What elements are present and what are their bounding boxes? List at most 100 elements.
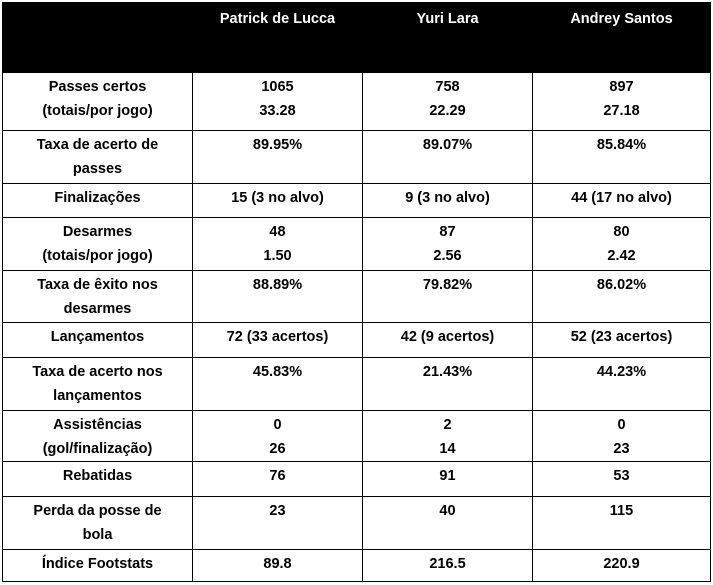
value-line: 72 (33 acertos) [226,329,329,345]
stat-label: Rebatidas [2,461,193,497]
player-name: Andrey Santos [532,2,711,73]
value-line: 1.50 [263,248,292,264]
stat-label: Taxa de acerto de passes [2,130,193,184]
stat-value: 52 (23 acertos) [532,322,711,358]
stat-value: 21.43% [362,357,533,411]
stat-row: Assistências (gol/finalização) 0 26 2 14 0 23 [2,410,711,462]
stat-label: Perda da posse de bola [2,496,193,550]
player-name: Yuri Lara [362,2,533,73]
value-line: 2.42 [607,248,636,264]
value-line: 44 (17 no alvo) [571,190,672,206]
label-line: Perda da posse de [33,503,162,519]
stat-label: Assistências (gol/finalização) [2,410,193,462]
label-line: Passes certos [48,79,147,95]
value-line: 216.5 [429,556,466,572]
label-line: Desarmes [62,224,133,240]
stat-value: 0 26 [192,410,363,462]
stat-value: 87 2.56 [362,217,533,271]
stat-value: 76 [192,461,363,497]
value-line: 2.56 [433,248,462,264]
stat-row: Desarmes (totais/por jogo) 48 1.50 87 2.56 80 2… [2,217,711,271]
label-line: (totais/por jogo) [42,103,153,119]
value-line: 89.95% [252,137,303,153]
label-line: Taxa de acerto nos [32,364,163,380]
label-line: Taxa de acerto de [36,137,159,153]
stat-value: 2 14 [362,410,533,462]
value-line: 89.07% [422,137,473,153]
label-line: Taxa de êxito nos [37,277,158,293]
value-line: 21.43% [422,364,473,380]
label-line: Lançamentos [50,329,145,345]
stat-value: 89.95% [192,130,363,184]
value-line: 897 [609,79,634,95]
label-line: (gol/finalização) [42,441,153,457]
stat-value: 86.02% [532,270,711,323]
stat-value: 89.07% [362,130,533,184]
stat-value: 72 (33 acertos) [192,322,363,358]
stat-value: 89.8 [192,549,363,582]
stat-row: Rebatidas 76 91 53 [2,461,711,497]
value-line: 80 [613,224,630,240]
value-line: 26 [269,441,286,457]
stat-value: 45.83% [192,357,363,411]
stat-label: Índice Footstats [2,549,193,582]
stat-value: 23 [192,496,363,550]
value-line: 9 (3 no alvo) [405,190,490,206]
value-line: 33.28 [259,103,296,119]
stat-row: Índice Footstats 89.8 216.5 220.9 [2,549,711,582]
value-line: 14 [439,441,456,457]
value-line: 76 [269,468,286,484]
value-line: 2 [443,417,452,433]
stat-value: 44 (17 no alvo) [532,183,711,218]
stat-row: Passes certos (totais/por jogo) 1065 33.28 7… [2,72,711,131]
value-line: 45.83% [252,364,303,380]
stat-value: 80 2.42 [532,217,711,271]
value-line: 22.29 [429,103,466,119]
stat-value: 897 27.18 [532,72,711,131]
stat-value: 115 [532,496,711,550]
value-line: 88.89% [252,277,303,293]
stat-value: 48 1.50 [192,217,363,271]
stat-row: Perda da posse de bola 23 40 115 [2,496,711,550]
stat-value: 1065 33.28 [192,72,363,131]
stat-row: Taxa de êxito nos desarmes 88.89% 79.82% 86.… [2,270,711,323]
stat-value: 88.89% [192,270,363,323]
value-line: 23 [613,441,630,457]
stat-row: Lançamentos 72 (33 acertos) 42 (9 acertos)… [2,322,711,358]
stat-value: 758 22.29 [362,72,533,131]
label-line: Assistências [53,417,142,433]
stat-value: 42 (9 acertos) [362,322,533,358]
value-line: 15 (3 no alvo) [231,190,324,206]
value-line: 44.23% [596,364,647,380]
value-line: 86.02% [596,277,647,293]
label-line: passes [72,161,123,177]
stat-row: Finalizações 15 (3 no alvo) 9 (3 no alvo) 4… [2,183,711,218]
value-line: 40 [439,503,456,519]
label-line: bola [82,527,113,543]
label-line: desarmes [63,301,132,317]
stat-value: 44.23% [532,357,711,411]
value-line: 27.18 [603,103,640,119]
value-line: 87 [439,224,456,240]
value-line: 0 [617,417,626,433]
stat-value: 79.82% [362,270,533,323]
stat-label: Passes certos (totais/por jogo) [2,72,193,131]
value-line: 758 [435,79,460,95]
value-line: 42 (9 acertos) [400,329,495,345]
stat-label: Finalizações [2,183,193,218]
header-cell [2,2,193,73]
value-line: 220.9 [603,556,640,572]
value-line: 52 (23 acertos) [570,329,673,345]
stat-label: Lançamentos [2,322,193,358]
stat-value: 220.9 [532,549,711,582]
player-name: Patrick de Lucca [192,2,363,73]
label-line: (totais/por jogo) [42,248,153,264]
stat-value: 40 [362,496,533,550]
value-line: 85.84% [596,137,647,153]
value-line: 48 [269,224,286,240]
stat-value: 53 [532,461,711,497]
value-line: 89.8 [263,556,292,572]
stat-label: Taxa de êxito nos desarmes [2,270,193,323]
